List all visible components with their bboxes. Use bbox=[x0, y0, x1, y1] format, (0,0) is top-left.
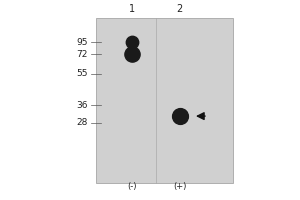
Text: 28: 28 bbox=[76, 118, 88, 127]
Point bbox=[130, 53, 135, 56]
Point bbox=[177, 114, 182, 118]
Text: 36: 36 bbox=[76, 101, 88, 110]
Text: 72: 72 bbox=[76, 50, 88, 59]
Bar bbox=[97, 18, 233, 183]
Text: 95: 95 bbox=[76, 38, 88, 47]
Text: 1: 1 bbox=[129, 4, 135, 14]
Text: 2: 2 bbox=[177, 4, 183, 14]
Text: (-): (-) bbox=[128, 182, 137, 191]
Text: (+): (+) bbox=[173, 182, 186, 191]
Point bbox=[130, 41, 135, 44]
Text: 55: 55 bbox=[76, 69, 88, 78]
